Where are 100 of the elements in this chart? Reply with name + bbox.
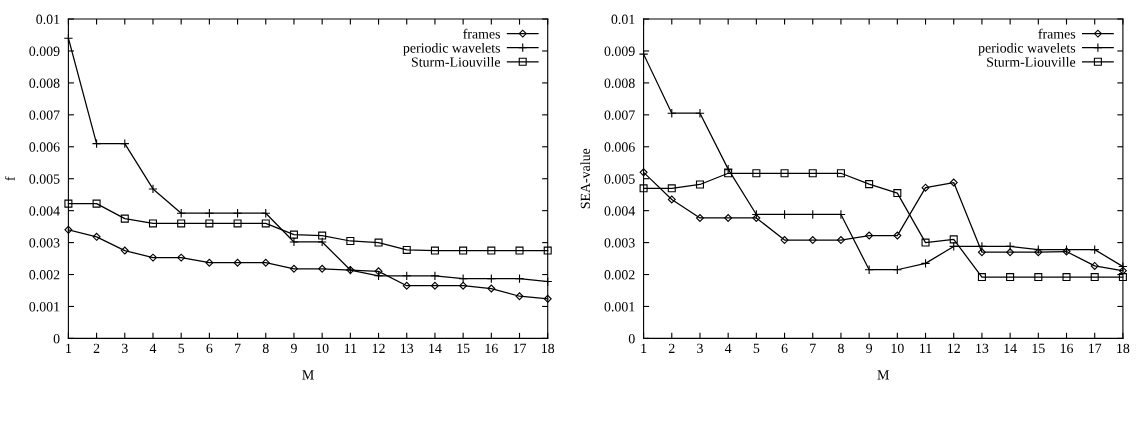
point — [1034, 248, 1043, 257]
point — [205, 219, 214, 228]
y-tick-label: 0.01 — [36, 14, 60, 25]
point — [752, 214, 761, 222]
x-tick-label: 15 — [1032, 343, 1045, 354]
point — [695, 108, 705, 118]
y-tick-label: 0.005 — [29, 174, 60, 184]
y-tick-label: 0.004 — [29, 206, 60, 216]
y-tick-label: 0 — [628, 333, 635, 344]
x-tick-label: 16 — [485, 343, 498, 354]
x-tick-label: 16 — [1060, 343, 1074, 354]
point — [1006, 273, 1015, 282]
x-tick-label: 8 — [838, 343, 844, 354]
point — [177, 219, 186, 228]
point — [977, 248, 986, 257]
point — [667, 184, 676, 193]
x-tick-label: 12 — [372, 343, 385, 353]
point — [148, 184, 158, 194]
point — [459, 246, 468, 255]
point — [289, 230, 298, 239]
point — [695, 214, 704, 222]
y-tick-label: 0.008 — [29, 78, 60, 88]
point — [543, 294, 552, 303]
y-tick-label: 0.006 — [29, 142, 60, 152]
x-tick-label: 14 — [429, 343, 442, 353]
x-tick-label: 7 — [810, 343, 816, 353]
point — [724, 169, 733, 178]
x-axis-title: M — [302, 370, 314, 380]
legend-label: Sturm-Liouville — [411, 56, 501, 67]
point — [177, 253, 186, 262]
x-tick-label: 5 — [753, 343, 760, 354]
x-tick-label: 8 — [262, 343, 269, 354]
point — [977, 273, 986, 282]
x-tick-label: 4 — [724, 343, 732, 353]
point — [752, 169, 761, 178]
point — [374, 267, 383, 276]
point — [92, 199, 101, 208]
point — [318, 264, 327, 273]
y-tick-label: 0.007 — [604, 110, 635, 120]
point — [921, 183, 930, 192]
point — [289, 264, 298, 273]
point — [459, 281, 468, 290]
point — [430, 281, 439, 290]
y-tick-label: 0.007 — [29, 110, 60, 120]
point — [120, 214, 129, 223]
y-tick-label: 0.003 — [29, 238, 60, 248]
point — [64, 225, 73, 234]
x-tick-label: 5 — [178, 343, 185, 354]
y-tick-label: 0.002 — [29, 270, 60, 280]
x-tick-label: 9 — [866, 343, 873, 354]
x-tick-label: 6 — [781, 343, 788, 354]
point — [949, 235, 958, 244]
x-axis-title: M — [877, 370, 890, 380]
point — [374, 238, 383, 247]
x-tick-label: 10 — [316, 343, 329, 354]
y-tick-label: 0.009 — [29, 46, 60, 56]
x-tick-label: 13 — [401, 343, 414, 354]
y-tick-label: 0.001 — [29, 302, 60, 312]
point — [1062, 273, 1071, 282]
y-tick-label: 0.006 — [604, 142, 635, 152]
x-tick-label: 1 — [641, 343, 647, 353]
x-tick-label: 11 — [920, 343, 932, 353]
point — [836, 169, 845, 178]
point — [515, 246, 524, 255]
point — [402, 245, 411, 254]
point — [808, 169, 817, 178]
point — [893, 231, 902, 240]
point — [724, 214, 733, 222]
point — [639, 168, 648, 177]
y-tick-label: 0.001 — [604, 302, 635, 312]
x-tick-label: 7 — [235, 343, 241, 353]
point — [667, 195, 676, 204]
legend-label: frames — [463, 28, 500, 39]
point — [92, 232, 101, 241]
x-tick-label: 11 — [344, 343, 357, 353]
x-tick-label: 2 — [668, 343, 675, 353]
legend-label: periodic wavelets — [403, 42, 500, 56]
point — [1090, 273, 1099, 282]
x-tick-label: 13 — [976, 343, 989, 354]
point — [695, 180, 704, 189]
legend-label: periodic wavelets — [978, 42, 1076, 56]
point — [865, 180, 874, 189]
point — [1090, 261, 1099, 270]
y-tick-label: 0.01 — [611, 14, 635, 25]
point — [318, 231, 327, 240]
x-tick-label: 3 — [121, 343, 128, 354]
x-tick-label: 17 — [513, 343, 527, 353]
x-tick-label: 6 — [206, 343, 213, 354]
x-tick-label: 10 — [891, 343, 904, 354]
point — [148, 253, 157, 262]
x-tick-label: 14 — [1004, 343, 1017, 353]
y-axis-title: f — [4, 176, 15, 181]
point — [402, 281, 411, 290]
point — [120, 246, 129, 255]
y-tick-label: 0.009 — [604, 46, 635, 56]
point — [921, 238, 930, 247]
y-axis-title: SEA-value — [580, 148, 591, 209]
point — [261, 219, 270, 228]
point — [233, 258, 242, 267]
x-tick-label: 2 — [93, 343, 100, 353]
